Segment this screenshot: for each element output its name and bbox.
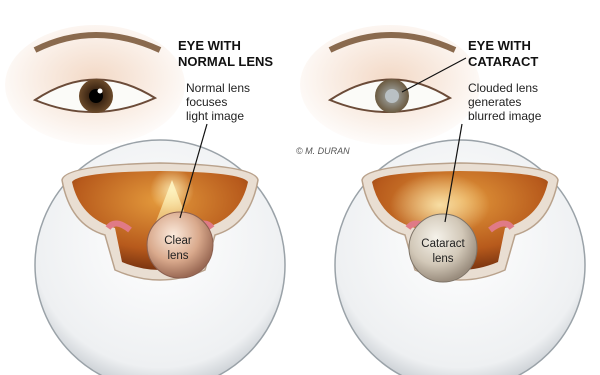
title-line: EYE WITH xyxy=(178,38,241,53)
lens-label: Clear xyxy=(164,235,192,247)
cataract-lens xyxy=(408,213,478,283)
clear-lens xyxy=(146,211,214,279)
leader-line xyxy=(401,57,467,93)
panel-cataract: EYE WITH CATARACT Clouded lens generates… xyxy=(300,25,586,375)
caption-line: Clouded lens xyxy=(468,81,538,95)
title-line: EYE WITH xyxy=(468,38,531,53)
credit: © M. DURAN xyxy=(296,146,350,156)
caption-line: focuses xyxy=(186,95,227,109)
lens-label: Cataract xyxy=(421,238,465,250)
title-line: CATARACT xyxy=(468,54,538,69)
caption-line: light image xyxy=(186,109,244,123)
leader-line xyxy=(179,123,208,219)
caption-line: generates xyxy=(468,95,521,109)
panel-normal: EYE WITH NORMAL LENS Normal lens focuses… xyxy=(5,25,286,375)
leader-line xyxy=(444,123,463,223)
caption-line: Normal lens xyxy=(186,81,250,95)
title-line: NORMAL LENS xyxy=(178,54,273,69)
clouded-pupil xyxy=(385,89,399,103)
eyebrow xyxy=(328,32,457,53)
eye-highlight xyxy=(97,88,103,94)
lens-label: lens xyxy=(167,250,188,262)
caption-line: blurred image xyxy=(468,109,542,123)
lens-label: lens xyxy=(432,253,453,265)
eyebrow xyxy=(33,32,162,53)
